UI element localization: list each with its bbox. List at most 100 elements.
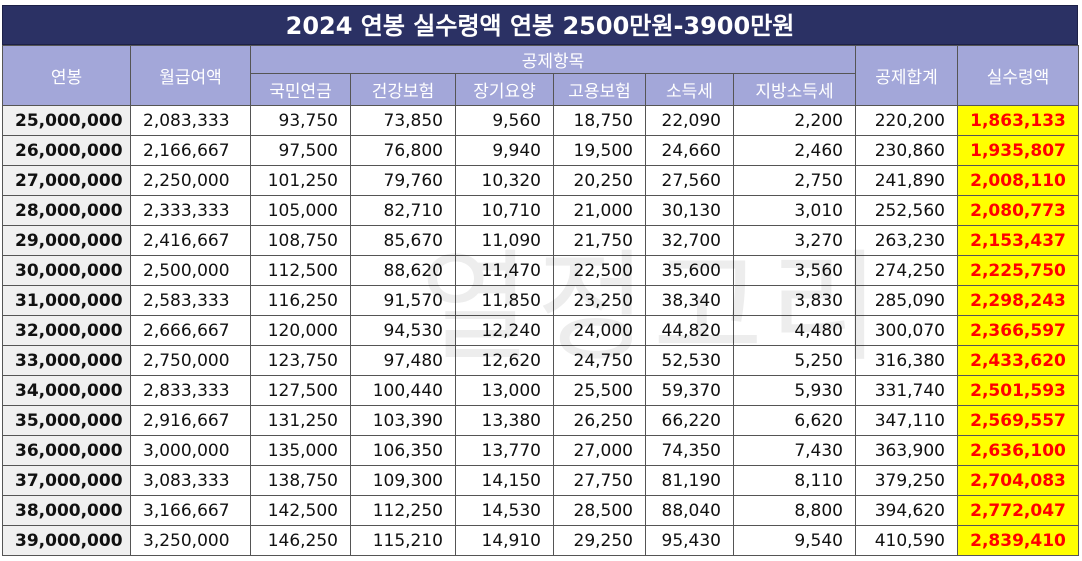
cell-salary: 37,000,000 [2,465,131,496]
cell-monthly: 3,166,667 [130,495,251,526]
cell-salary: 25,000,000 [2,105,131,136]
cell-monthly: 2,833,333 [130,375,251,406]
table-row: 25,000,000 2,083,333 93,750 73,850 9,560 18,7… [2,105,1079,136]
cell-employment: 23,250 [553,285,646,316]
cell-income-tax: 52,530 [645,345,734,376]
cell-total: 300,070 [855,315,958,346]
cell-monthly: 3,000,000 [130,435,251,466]
table-body: 25,000,000 2,083,333 93,750 73,850 9,560 18,7… [2,105,1079,556]
table-row: 32,000,000 2,666,667 120,000 94,530 12,240 24… [2,315,1079,346]
header-income-tax: 소득세 [645,73,734,106]
cell-salary: 26,000,000 [2,135,131,166]
cell-income-tax: 35,600 [645,255,734,286]
cell-income-tax: 88,040 [645,495,734,526]
header-health: 건강보험 [350,73,456,106]
cell-net: 2,569,557 [957,405,1079,436]
cell-income-tax: 24,660 [645,135,734,166]
cell-total: 274,250 [855,255,958,286]
cell-total: 394,620 [855,495,958,526]
cell-salary: 28,000,000 [2,195,131,226]
cell-employment: 21,750 [553,225,646,256]
cell-salary: 33,000,000 [2,345,131,376]
cell-net: 2,433,620 [957,345,1079,376]
cell-longterm: 9,560 [455,105,554,136]
cell-salary: 34,000,000 [2,375,131,406]
cell-local-tax: 8,800 [733,495,856,526]
cell-net: 2,298,243 [957,285,1079,316]
cell-employment: 28,500 [553,495,646,526]
cell-total: 410,590 [855,525,958,556]
table-row: 31,000,000 2,583,333 116,250 91,570 11,850 23… [2,285,1079,316]
cell-employment: 29,250 [553,525,646,556]
cell-health: 94,530 [350,315,456,346]
cell-local-tax: 9,540 [733,525,856,556]
cell-local-tax: 5,250 [733,345,856,376]
cell-local-tax: 2,460 [733,135,856,166]
cell-pension: 97,500 [250,135,351,166]
cell-longterm: 13,000 [455,375,554,406]
cell-income-tax: 66,220 [645,405,734,436]
cell-net: 2,501,593 [957,375,1079,406]
cell-monthly: 2,416,667 [130,225,251,256]
cell-net: 2,839,410 [957,525,1079,556]
cell-salary: 30,000,000 [2,255,131,286]
table-title: 2024 연봉 실수령액 연봉 2500만원-3900만원 [2,5,1078,45]
cell-income-tax: 74,350 [645,435,734,466]
cell-pension: 112,500 [250,255,351,286]
cell-health: 115,210 [350,525,456,556]
cell-health: 73,850 [350,105,456,136]
cell-monthly: 2,250,000 [130,165,251,196]
cell-income-tax: 59,370 [645,375,734,406]
cell-longterm: 14,150 [455,465,554,496]
cell-employment: 21,000 [553,195,646,226]
cell-total: 316,380 [855,345,958,376]
cell-longterm: 11,850 [455,285,554,316]
cell-total: 220,200 [855,105,958,136]
cell-net: 2,704,083 [957,465,1079,496]
cell-local-tax: 8,110 [733,465,856,496]
cell-health: 79,760 [350,165,456,196]
header-total: 공제합계 [855,45,958,106]
cell-monthly: 2,583,333 [130,285,251,316]
cell-health: 109,300 [350,465,456,496]
spreadsheet: 2024 연봉 실수령액 연봉 2500만원-3900만원 연봉 월급여액 공제… [2,5,1079,556]
cell-total: 241,890 [855,165,958,196]
cell-pension: 131,250 [250,405,351,436]
cell-pension: 108,750 [250,225,351,256]
cell-local-tax: 7,430 [733,435,856,466]
cell-local-tax: 3,560 [733,255,856,286]
cell-local-tax: 3,010 [733,195,856,226]
cell-net: 2,772,047 [957,495,1079,526]
cell-income-tax: 95,430 [645,525,734,556]
header-net: 실수령액 [957,45,1079,106]
table-row: 30,000,000 2,500,000 112,500 88,620 11,470 22… [2,255,1079,286]
header-monthly: 월급여액 [130,45,251,106]
cell-total: 347,110 [855,405,958,436]
header-deductions: 공제항목 [250,45,856,74]
cell-health: 76,800 [350,135,456,166]
cell-employment: 24,750 [553,345,646,376]
cell-monthly: 2,333,333 [130,195,251,226]
header-salary: 연봉 [2,45,131,106]
cell-longterm: 13,380 [455,405,554,436]
cell-longterm: 9,940 [455,135,554,166]
cell-employment: 22,500 [553,255,646,286]
cell-net: 2,366,597 [957,315,1079,346]
cell-health: 100,440 [350,375,456,406]
cell-net: 1,863,133 [957,105,1079,136]
cell-health: 85,670 [350,225,456,256]
cell-monthly: 2,916,667 [130,405,251,436]
cell-pension: 101,250 [250,165,351,196]
cell-employment: 27,000 [553,435,646,466]
cell-monthly: 2,083,333 [130,105,251,136]
cell-salary: 39,000,000 [2,525,131,556]
table-row: 26,000,000 2,166,667 97,500 76,800 9,940 19,5… [2,135,1079,166]
cell-pension: 116,250 [250,285,351,316]
cell-employment: 26,250 [553,405,646,436]
cell-net: 2,153,437 [957,225,1079,256]
cell-net: 1,935,807 [957,135,1079,166]
cell-income-tax: 22,090 [645,105,734,136]
cell-total: 263,230 [855,225,958,256]
salary-table: 연봉 월급여액 공제항목 공제합계 실수령액 국민연금 건강보험 장기요양 고용… [2,45,1079,556]
cell-total: 230,860 [855,135,958,166]
